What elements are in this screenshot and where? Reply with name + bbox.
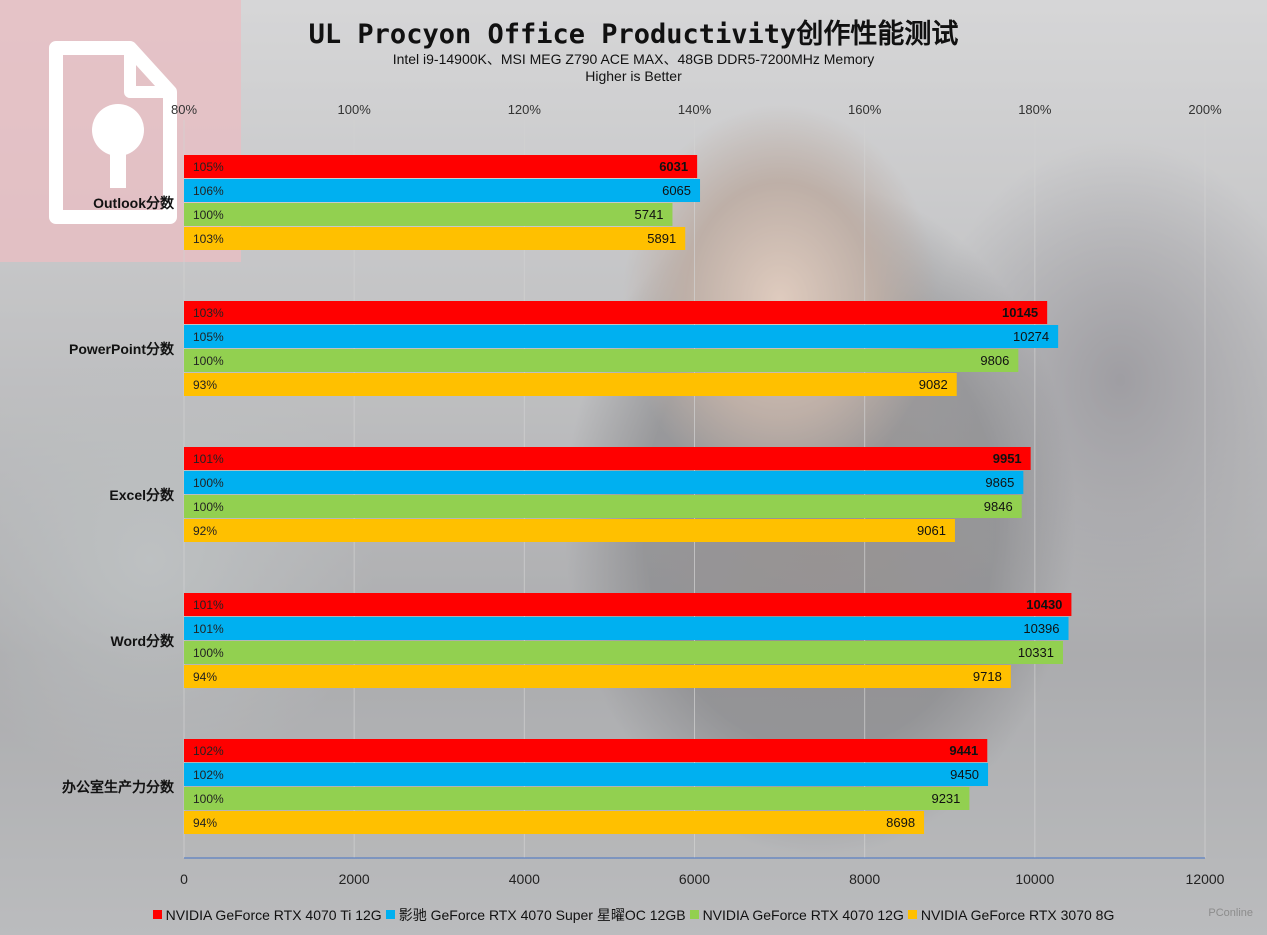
value-label: 9718 [973,669,1002,684]
value-label: 6031 [659,159,688,174]
value-label: 9806 [980,353,1009,368]
x-tick-label-top: 200% [1188,102,1222,117]
bar [184,617,1069,640]
x-tick-label-bottom: 12000 [1186,871,1225,887]
percent-label: 94% [193,670,217,684]
chart-title: UL Procyon Office Productivity创作性能测试 [308,19,959,50]
x-tick-label-top: 80% [171,102,197,117]
legend-label: NVIDIA GeForce RTX 3070 8G [920,907,1115,923]
value-label: 5741 [635,207,664,222]
category-label: 办公室生产力分数 [62,779,175,795]
percent-label: 102% [193,744,224,758]
bar [184,447,1031,470]
percent-label: 100% [193,208,224,222]
category-label: Excel分数 [109,487,175,503]
value-label: 8698 [886,815,915,830]
pconline-watermark: PConline [1208,907,1253,919]
percent-label: 103% [193,306,224,320]
value-label: 10396 [1023,621,1059,636]
bar [184,763,989,786]
percent-label: 101% [193,452,224,466]
bar [184,495,1022,518]
bar [184,641,1063,664]
legend-item: NVIDIA GeForce RTX 3070 8G [907,907,1115,923]
bar [184,471,1024,494]
category-label: Outlook分数 [93,195,175,211]
bar [184,203,673,226]
percent-label: 105% [193,330,224,344]
legend-item: NVIDIA GeForce RTX 4070 12G [689,907,904,923]
x-tick-label-bottom: 0 [180,871,188,887]
bar [184,301,1048,324]
percent-label: 101% [193,622,224,636]
category-label: PowerPoint分数 [69,341,175,357]
value-label: 9441 [949,743,978,758]
bar [184,787,970,810]
x-tick-label-top: 160% [848,102,882,117]
percent-label: 101% [193,598,224,612]
legend-label: 影驰 GeForce RTX 4070 Super 星曜OC 12GB [398,907,686,923]
percent-label: 92% [193,524,217,538]
bar [184,739,988,762]
bar [184,811,925,834]
percent-label: 103% [193,232,224,246]
percent-label: 105% [193,160,224,174]
bar [184,155,698,178]
value-label: 10145 [1002,305,1038,320]
value-label: 10430 [1026,597,1062,612]
legend-label: NVIDIA GeForce RTX 4070 12G [702,907,904,923]
legend-item: NVIDIA GeForce RTX 4070 Ti 12G [152,907,382,923]
legend-label: NVIDIA GeForce RTX 4070 Ti 12G [165,907,382,923]
percent-label: 100% [193,792,224,806]
x-tick-label-bottom: 8000 [849,871,880,887]
bar [184,227,686,250]
value-label: 10331 [1018,645,1054,660]
bar [184,373,957,396]
legend-swatch [907,910,917,919]
value-label: 5891 [647,231,676,246]
bar [184,349,1019,372]
x-tick-label-top: 140% [678,102,712,117]
percent-label: 100% [193,646,224,660]
bar [184,179,701,202]
x-tick-label-top: 180% [1018,102,1052,117]
value-label: 6065 [662,183,691,198]
x-tick-label-bottom: 2000 [339,871,370,887]
legend-swatch [385,910,395,919]
value-label: 9082 [919,377,948,392]
x-tick-label-top: 120% [508,102,542,117]
bar [184,325,1059,348]
x-tick-label-bottom: 6000 [679,871,710,887]
x-tick-label-bottom: 10000 [1015,871,1054,887]
percent-label: 100% [193,476,224,490]
legend-item: 影驰 GeForce RTX 4070 Super 星曜OC 12GB [385,905,686,925]
percent-label: 100% [193,354,224,368]
value-label: 9865 [985,475,1014,490]
value-label: 10274 [1013,329,1049,344]
chart-note: Higher is Better [585,68,682,84]
category-label: Word分数 [110,633,175,649]
legend-swatch [689,910,699,919]
percent-label: 94% [193,816,217,830]
chart-legend: NVIDIA GeForce RTX 4070 Ti 12G 影驰 GeForce… [0,905,1267,925]
bar [184,519,955,542]
percent-label: 100% [193,500,224,514]
bar [184,593,1072,616]
value-label: 9231 [931,791,960,806]
document-icon [49,41,177,224]
bar [184,665,1011,688]
value-label: 9846 [984,499,1013,514]
value-label: 9061 [917,523,946,538]
percent-label: 102% [193,768,224,782]
percent-label: 93% [193,378,217,392]
value-label: 9450 [950,767,979,782]
x-tick-label-bottom: 4000 [509,871,540,887]
chart-subtitle: Intel i9-14900K、MSI MEG Z790 ACE MAX、48G… [392,51,875,67]
value-label: 9951 [993,451,1022,466]
x-tick-label-top: 100% [338,102,372,117]
percent-label: 106% [193,184,224,198]
legend-swatch [152,910,162,919]
